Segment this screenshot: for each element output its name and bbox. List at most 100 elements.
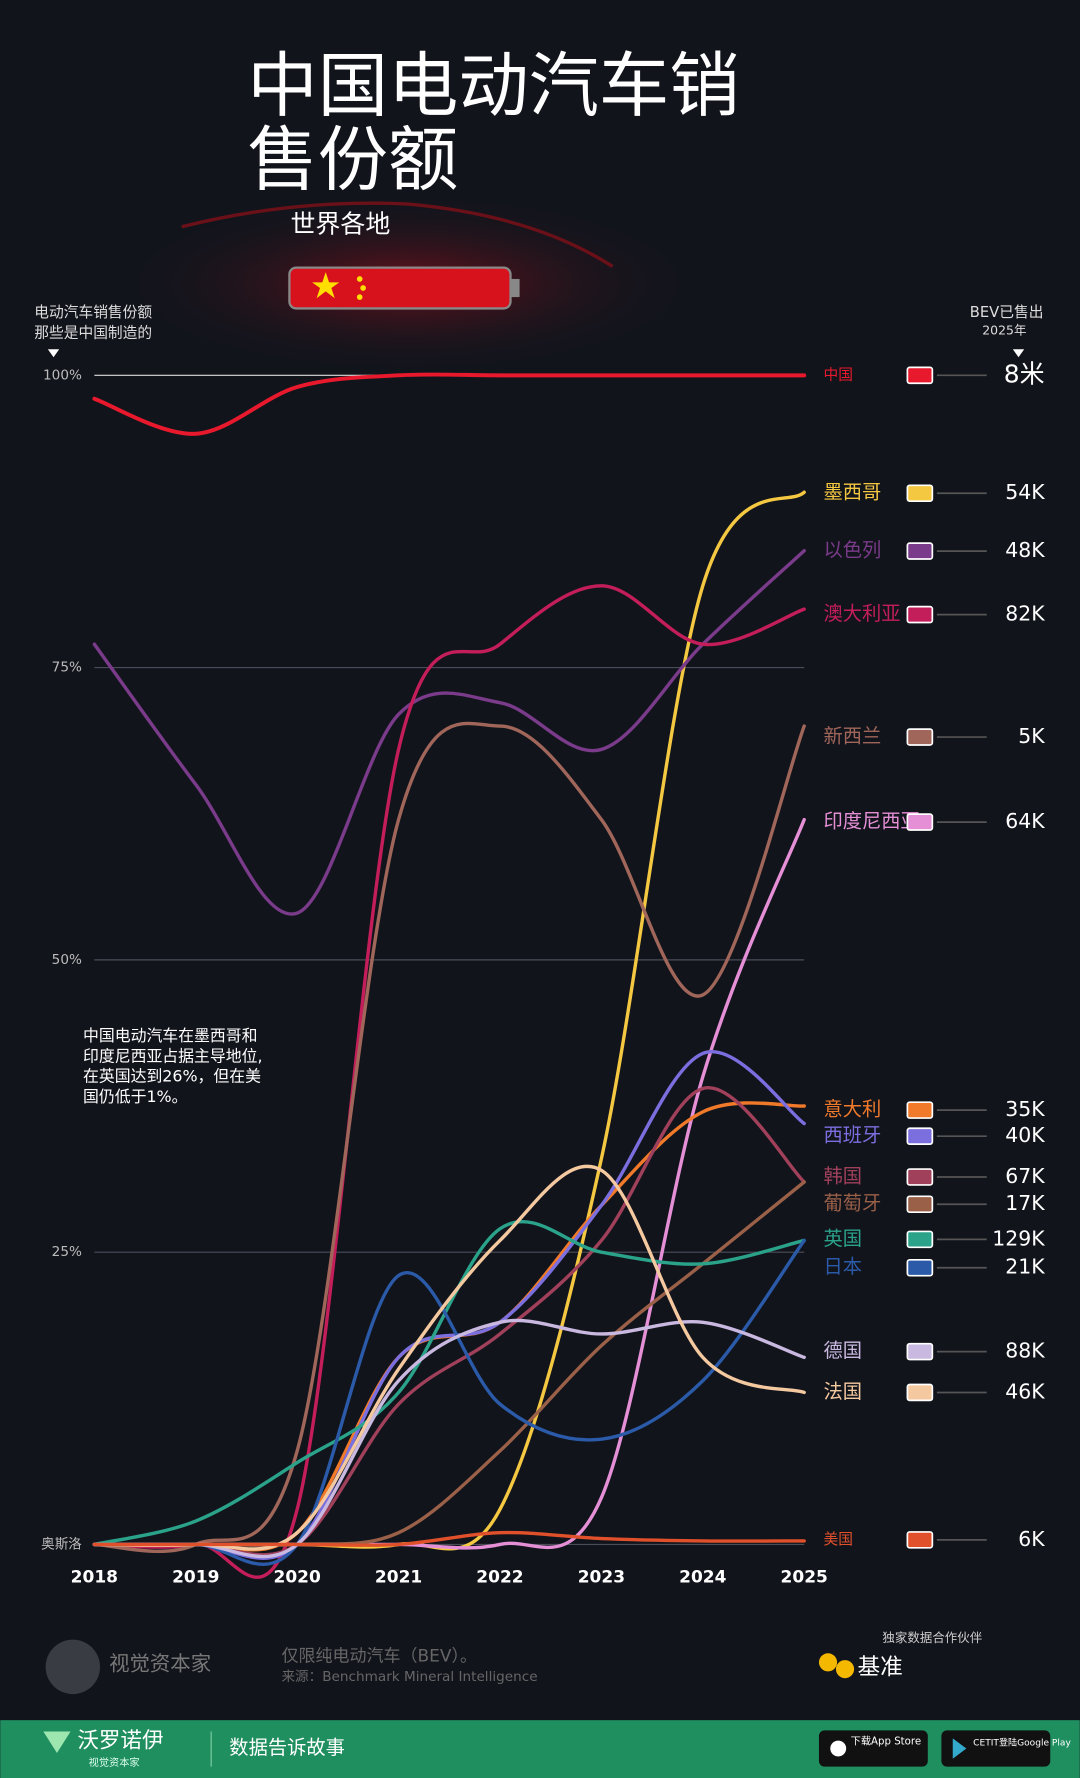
series-line xyxy=(92,721,806,1553)
legend-label: 中国 xyxy=(823,366,852,383)
sold-label: 67K xyxy=(1005,1164,1045,1188)
series-line xyxy=(92,1164,806,1551)
series-line xyxy=(92,372,807,436)
flag xyxy=(906,1258,934,1277)
tagline: 数据告诉故事 xyxy=(229,1736,345,1759)
annotation: 国仍低于1%。 xyxy=(83,1087,187,1106)
legend-label: 意大利 xyxy=(823,1098,881,1121)
google-play: CETIT登陆Google Play xyxy=(973,1736,1071,1748)
legend-label: 澳大利亚 xyxy=(823,602,900,625)
flag xyxy=(906,605,934,624)
right-label: 2025年 xyxy=(982,323,1026,338)
title: 售份额 xyxy=(247,119,458,201)
legend-label: 日本 xyxy=(823,1255,862,1278)
sold-label: 48K xyxy=(1005,538,1045,562)
partner-logo xyxy=(818,1653,838,1672)
sold-label: 21K xyxy=(1005,1255,1045,1279)
flag xyxy=(906,1230,934,1249)
series-line xyxy=(92,1238,806,1566)
play-icon xyxy=(952,1738,967,1759)
flag xyxy=(906,813,934,831)
sold-label: 54K xyxy=(1005,480,1045,504)
legend-label: 西班牙 xyxy=(823,1124,881,1147)
legend-label: 以色列 xyxy=(823,539,881,562)
annotation: 印度尼西亚占据主导地位, xyxy=(83,1046,263,1065)
battery-tip xyxy=(510,278,520,298)
bar-logo xyxy=(43,1731,71,1754)
x-tick-label: 2018 xyxy=(71,1567,118,1587)
pointer xyxy=(47,349,60,358)
subtitle: 世界各地 xyxy=(291,210,391,239)
y-tick-label: 75% xyxy=(52,660,82,676)
legend-label: 葡萄牙 xyxy=(823,1192,881,1215)
sold-label: 82K xyxy=(1005,602,1045,626)
title: 中国电动汽车销 xyxy=(247,45,739,127)
legend-label: 墨西哥 xyxy=(823,481,881,504)
series-line xyxy=(92,1530,806,1547)
flag xyxy=(906,542,934,560)
series-line xyxy=(92,1220,806,1547)
y-tick-label: 25% xyxy=(52,1244,82,1260)
flag xyxy=(906,366,934,385)
flag-star xyxy=(360,285,366,291)
lines xyxy=(92,372,807,1579)
sold-label: 6K xyxy=(1018,1527,1045,1551)
x-tick-label: 2024 xyxy=(679,1567,726,1587)
y-axis-label: 电动汽车销售份额 xyxy=(34,304,152,321)
flag xyxy=(906,1168,934,1186)
sold-label: 88K xyxy=(1005,1339,1045,1363)
partner-logo xyxy=(835,1660,855,1679)
flag-star xyxy=(356,276,363,282)
sold-label: 129K xyxy=(992,1226,1045,1250)
x-tick-label: 2020 xyxy=(274,1567,321,1587)
sold-label: 17K xyxy=(1005,1191,1045,1215)
app-store-button[interactable] xyxy=(818,1730,928,1767)
sold-label: 64K xyxy=(1005,809,1045,833)
sold-label: 5K xyxy=(1018,724,1045,748)
bar-brand: 沃罗诺伊 xyxy=(77,1729,163,1754)
partner: 基准 xyxy=(858,1655,903,1681)
sold-label: 46K xyxy=(1005,1379,1045,1403)
series-line xyxy=(92,584,806,1579)
flag xyxy=(906,484,934,503)
legend-label: 美国 xyxy=(823,1531,852,1548)
x-tick-label: 2025 xyxy=(781,1567,828,1587)
flag xyxy=(906,1383,934,1402)
y-tick-label: 50% xyxy=(52,952,82,968)
legend-label: 韩国 xyxy=(823,1165,862,1188)
legend-label: 印度尼西亚 xyxy=(823,810,919,833)
right-label: BEV已售出 xyxy=(970,304,1044,321)
flag xyxy=(906,728,934,746)
legend-label: 新西兰 xyxy=(823,725,881,748)
annotation: 在英国达到26%，但在美 xyxy=(83,1067,261,1086)
flag xyxy=(906,1101,934,1119)
series-line xyxy=(92,548,806,916)
partner-label: 独家数据合作伙伴 xyxy=(882,1630,982,1645)
flag xyxy=(906,1195,934,1214)
x-tick-label: 2023 xyxy=(578,1567,625,1587)
annotation: 中国电动汽车在墨西哥和 xyxy=(83,1026,257,1045)
sold-label: 8米 xyxy=(1004,359,1045,388)
pointer xyxy=(1012,349,1025,358)
y-tick-label: 奥斯洛 xyxy=(41,1535,82,1552)
flag xyxy=(906,1531,934,1549)
flag-star xyxy=(356,294,363,300)
x-tick-label: 2019 xyxy=(172,1567,219,1587)
google-play-button[interactable] xyxy=(941,1730,1051,1767)
y-axis-label: 那些是中国制造的 xyxy=(34,324,152,341)
footer-source: 来源：Benchmark Mineral Intelligence xyxy=(281,1669,537,1685)
logo xyxy=(45,1639,101,1695)
footer-note: 仅限纯电动汽车（BEV）。 xyxy=(281,1647,477,1667)
sold-label: 35K xyxy=(1005,1097,1045,1121)
car-outline xyxy=(181,201,614,268)
legend-label: 法国 xyxy=(823,1380,862,1403)
bar-brand-sub: 视觉资本家 xyxy=(89,1756,140,1769)
flag xyxy=(906,1127,934,1145)
x-tick-label: 2021 xyxy=(375,1567,422,1587)
sold-label: 40K xyxy=(1005,1123,1045,1147)
app-store: 下载App Store xyxy=(851,1736,921,1748)
legend-label: 英国 xyxy=(823,1227,862,1250)
y-tick-label: 100% xyxy=(43,367,82,383)
